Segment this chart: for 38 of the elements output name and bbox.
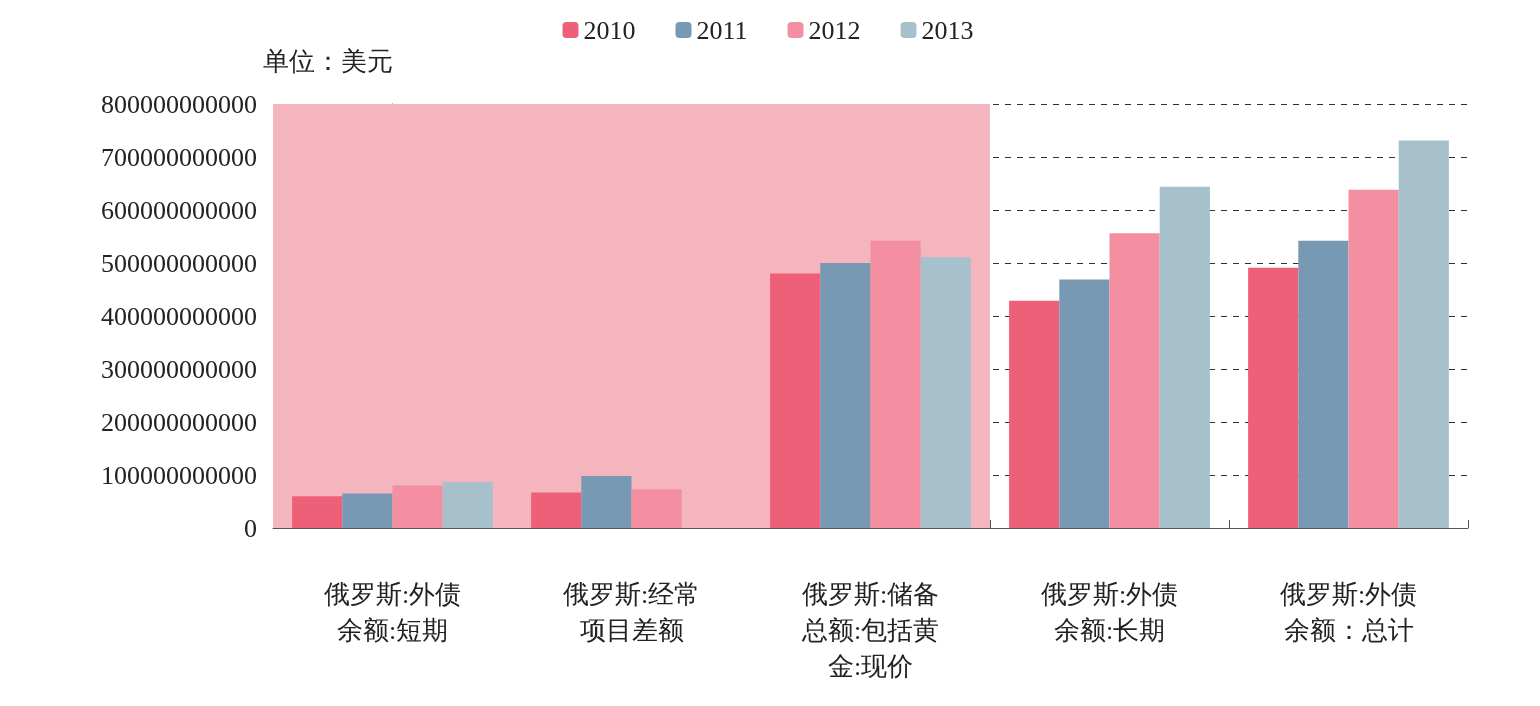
x-tick-label: 俄罗斯:外债余额:长期: [1040, 579, 1179, 645]
bar: [1109, 233, 1160, 528]
y-tick-label: 500000000000: [101, 248, 257, 278]
legend-label: 2010: [583, 15, 636, 45]
y-tick-label: 100000000000: [101, 460, 257, 490]
bar: [292, 496, 343, 528]
y-tick-label: 200000000000: [101, 407, 257, 437]
bar: [342, 493, 393, 528]
bar: [631, 489, 682, 528]
y-tick-label: 400000000000: [101, 301, 257, 331]
x-tick-label: 俄罗斯:储备总额:包括黄金:现价: [800, 579, 940, 681]
bar: [1248, 267, 1299, 528]
y-tick-label: 300000000000: [101, 354, 257, 384]
bar: [442, 481, 493, 528]
bar: [1159, 186, 1210, 528]
bar: [1059, 279, 1110, 528]
x-tick-label: 俄罗斯:经常项目差额: [562, 579, 701, 645]
y-tick-label: 0: [244, 513, 257, 543]
y-tick-label: 700000000000: [101, 142, 257, 172]
bar: [1298, 240, 1349, 528]
x-tick-label: 俄罗斯:外债余额:短期: [323, 579, 462, 645]
legend-label: 2011: [696, 15, 748, 45]
bar: [1009, 300, 1060, 528]
bar: [1398, 140, 1449, 528]
bar: [1348, 189, 1399, 528]
bar: [392, 485, 443, 528]
bar: [870, 240, 921, 528]
legend-label: 2012: [808, 15, 861, 45]
bar: [820, 263, 871, 528]
x-tick-label: 俄罗斯:外债余额：总计: [1279, 579, 1418, 645]
y-axis-title: 单位：美元: [262, 46, 393, 76]
legend-label: 2013: [921, 15, 974, 45]
y-tick-label: 800000000000: [101, 89, 257, 119]
bar: [770, 273, 821, 528]
bar: [531, 492, 582, 528]
bar: [581, 476, 632, 528]
bar: [920, 257, 971, 528]
y-tick-label: 600000000000: [101, 195, 257, 225]
